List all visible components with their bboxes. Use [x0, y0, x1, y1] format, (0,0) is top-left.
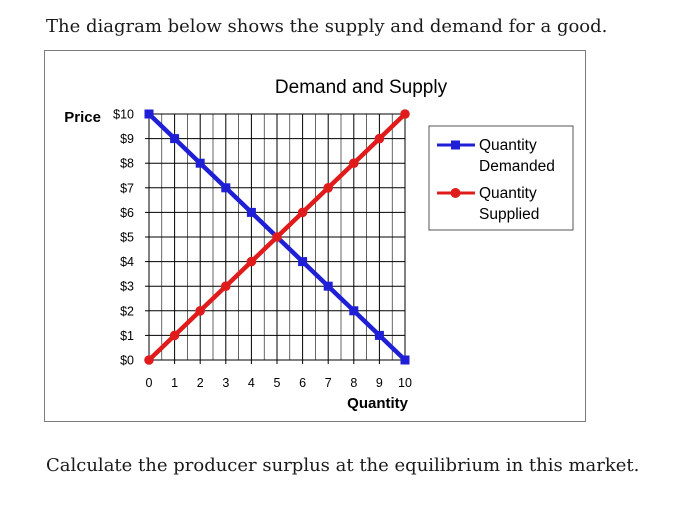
y-tick-label: $6: [120, 206, 134, 220]
y-tick-label: $3: [120, 280, 134, 294]
series-supply: [144, 109, 410, 365]
x-tick-label: 2: [197, 376, 204, 390]
y-tick-label: $1: [120, 329, 134, 343]
x-tick-label: 3: [222, 376, 229, 390]
data-point: [323, 281, 333, 291]
data-point: [323, 183, 334, 193]
x-tick-label: 6: [299, 376, 306, 390]
data-point: [221, 183, 231, 193]
y-tick-label: $0: [120, 354, 134, 368]
x-tick-label: 9: [376, 376, 383, 390]
y-tick-label: $9: [120, 132, 134, 146]
data-point: [144, 355, 154, 365]
series-layer: [144, 109, 410, 365]
question-intro: The diagram below shows the supply and d…: [46, 16, 608, 37]
x-axis-label: Quantity: [347, 395, 408, 412]
y-tick-label: $7: [120, 181, 134, 195]
axis-ticks: 0 1 2 3 4 5 6 7 8 9 10 $0 $1 $2 $3 $4 $5 $6 $7 $8 $9 $10: [113, 108, 412, 391]
grid: [145, 113, 406, 364]
data-point: [349, 158, 359, 168]
x-tick-label: 5: [274, 376, 281, 390]
demand-supply-chart: Demand and Supply 0 1 2 3 4 5 6 7 8 9 10 $0 $1 $2 $3 $4…: [64, 77, 574, 412]
x-tick-label: 0: [146, 376, 153, 390]
y-tick-label: $8: [120, 157, 134, 171]
data-point: [246, 256, 257, 267]
data-point: [246, 207, 256, 217]
data-point: [195, 158, 205, 168]
y-tick-label: $2: [120, 304, 134, 318]
data-point: [144, 109, 154, 119]
x-tick-label: 8: [350, 376, 357, 390]
data-point: [298, 257, 308, 267]
data-point: [195, 306, 205, 316]
data-point: [169, 330, 180, 341]
data-point: [400, 355, 410, 365]
y-tick-label: $10: [113, 108, 134, 122]
legend-label: Quantity: [479, 185, 537, 202]
chart-figure: Demand and Supply 0 1 2 3 4 5 6 7 8 9 10 $0 $1 $2 $3 $4…: [44, 50, 586, 422]
question-prompt: Calculate the producer surplus at the eq…: [46, 455, 640, 476]
legend-label: Quantity: [479, 137, 537, 154]
y-axis-label: Price: [64, 109, 101, 126]
legend-label: Supplied: [479, 206, 539, 223]
legend-swatch-marker: [451, 140, 460, 150]
data-point: [170, 134, 180, 144]
x-tick-label: 10: [398, 376, 412, 390]
legend-swatch-marker: [450, 188, 461, 198]
legend-label: Demanded: [479, 158, 555, 175]
x-tick-label: 7: [325, 376, 332, 390]
legend-item: Quantity Supplied: [437, 185, 539, 223]
data-point: [374, 133, 385, 144]
chart-title: Demand and Supply: [275, 77, 448, 98]
data-point: [400, 109, 410, 119]
legend-item: Quantity Demanded: [437, 137, 555, 175]
x-tick-label: 1: [171, 376, 178, 390]
data-point: [272, 232, 282, 242]
data-point: [349, 306, 359, 316]
legend: Quantity Demanded Quantity Supplied: [428, 125, 574, 231]
y-tick-label: $5: [120, 231, 134, 245]
x-tick-label: 4: [248, 376, 255, 390]
data-point: [374, 330, 384, 340]
data-point: [297, 207, 308, 218]
y-tick-label: $4: [120, 255, 134, 269]
data-point: [221, 281, 231, 291]
